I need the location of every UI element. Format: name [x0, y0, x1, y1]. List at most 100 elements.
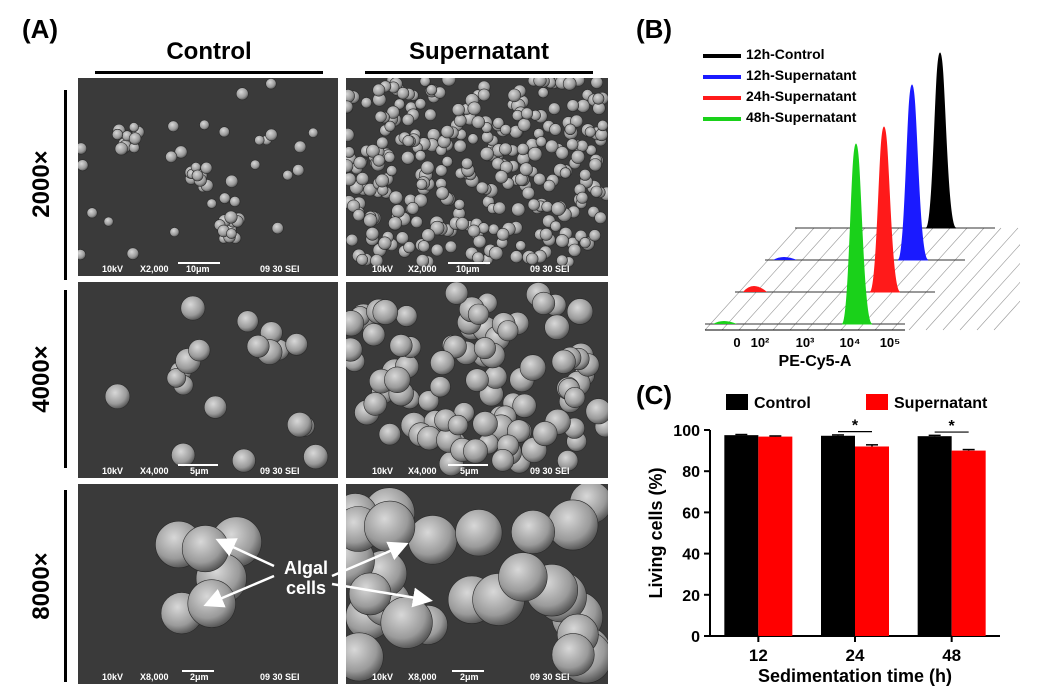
- histogram-peak: [869, 126, 901, 293]
- algal-cell: [114, 142, 128, 156]
- algal-cell: [414, 150, 427, 162]
- algal-cell: [388, 190, 403, 205]
- annotation-line2: cells: [285, 578, 327, 598]
- y-tick-label: 20: [682, 588, 700, 605]
- algal-cell: [590, 78, 604, 89]
- algal-cell: [467, 101, 482, 116]
- algal-cell: [128, 132, 142, 145]
- algal-cell: [171, 442, 196, 468]
- annotation-line1: Algal: [283, 558, 328, 578]
- algal-cell: [418, 390, 440, 412]
- algal-cell: [447, 414, 469, 436]
- algal-cell: [544, 314, 570, 340]
- algal-cell: [435, 164, 448, 177]
- algal-cell: [362, 323, 386, 347]
- panel-a-letter: (A): [22, 14, 59, 44]
- algal-cell: [532, 421, 558, 447]
- algal-cell: [511, 509, 556, 555]
- algal-cell: [415, 178, 428, 190]
- algal-cell: [491, 449, 515, 472]
- algal-cell: [516, 142, 529, 156]
- algal-cell: [229, 196, 241, 208]
- legend-label: 12h-Supernatant: [746, 67, 857, 83]
- sem-mag: X8,000: [140, 672, 169, 682]
- algal-cell: [426, 84, 438, 96]
- y-axis-label: Living cells (%): [646, 467, 666, 598]
- algal-cell: [231, 448, 256, 473]
- legend-label: Supernatant: [894, 395, 988, 412]
- scale-bar: [182, 670, 214, 672]
- algal-cell: [224, 210, 238, 224]
- sem-scale: 10μm: [456, 264, 480, 274]
- algal-cell: [78, 159, 89, 172]
- algal-cell: [378, 423, 401, 446]
- algal-cell: [352, 209, 365, 222]
- x-tick-label: 48: [942, 646, 961, 665]
- legend-swatch: [703, 96, 741, 100]
- algal-cell: [512, 393, 537, 418]
- algal-cell: [363, 392, 388, 416]
- x-tick-label: 10³: [796, 335, 815, 350]
- x-tick-label: 24: [846, 646, 865, 665]
- algal-cell: [566, 298, 594, 325]
- algal-cell: [292, 164, 305, 177]
- algal-cell: [346, 128, 355, 142]
- bar-supernatant-24: [855, 446, 889, 636]
- algal-cell: [570, 114, 584, 128]
- algal-cell: [401, 113, 415, 127]
- algal-cell: [78, 249, 86, 261]
- legend-label: 24h-Supernatant: [746, 88, 857, 104]
- algal-cell: [440, 125, 454, 139]
- algal-cell: [472, 411, 498, 437]
- algal-cell: [287, 412, 313, 438]
- algal-cell: [445, 282, 469, 305]
- algal-cell: [417, 240, 430, 253]
- algal-cell: [372, 83, 386, 97]
- algal-cell: [588, 158, 602, 172]
- algal-cell: [166, 368, 187, 388]
- algal-cell: [191, 169, 204, 182]
- algal-cell: [519, 354, 547, 381]
- algal-cell: [551, 349, 576, 374]
- sem-code: 09 30 SEI: [260, 466, 300, 476]
- algal-cell: [521, 186, 535, 200]
- algal-cell: [527, 146, 543, 162]
- algal-cell: [128, 122, 139, 133]
- sem-footer: 10kV X2,000 10μm 09 30 SEI: [78, 262, 338, 276]
- algal-cell: [226, 228, 237, 239]
- algal-cell: [493, 201, 506, 215]
- arrow-line: [215, 538, 275, 568]
- algal-cell: [455, 509, 503, 557]
- algal-cell: [519, 162, 533, 176]
- x-tick-label: 12: [749, 646, 768, 665]
- algal-cell: [396, 87, 410, 100]
- algal-cell: [200, 161, 213, 174]
- algal-cell: [225, 174, 239, 188]
- histogram-minor-peak: [713, 321, 737, 324]
- scale-bar: [178, 464, 218, 466]
- algal-cell: [199, 119, 210, 131]
- algal-cell: [374, 110, 387, 123]
- algal-cell: [236, 310, 259, 333]
- histogram-peak: [925, 52, 957, 229]
- algal-cell: [346, 337, 363, 362]
- algal-cell: [430, 350, 455, 376]
- algal-cell: [551, 201, 566, 216]
- bar-supernatant-48: [951, 450, 986, 636]
- algal-cell: [395, 231, 409, 245]
- algal-cell: [467, 303, 490, 325]
- x-axis-label: Sedimentation time (h): [758, 666, 952, 686]
- algal-cell: [526, 252, 539, 266]
- y-tick-label: 80: [682, 464, 700, 481]
- scale-bar: [448, 464, 488, 466]
- sem-footer: 10kV X4,000 5μm 09 30 SEI: [78, 464, 338, 478]
- algal-cell: [372, 154, 386, 167]
- algal-cell: [551, 633, 595, 677]
- sem-kv: 10kV: [372, 264, 394, 274]
- significance-star: *: [852, 418, 859, 435]
- algal-cell: [375, 173, 390, 188]
- algal-cell: [378, 236, 392, 250]
- sem-background: [78, 78, 338, 276]
- algal-cell: [218, 126, 230, 138]
